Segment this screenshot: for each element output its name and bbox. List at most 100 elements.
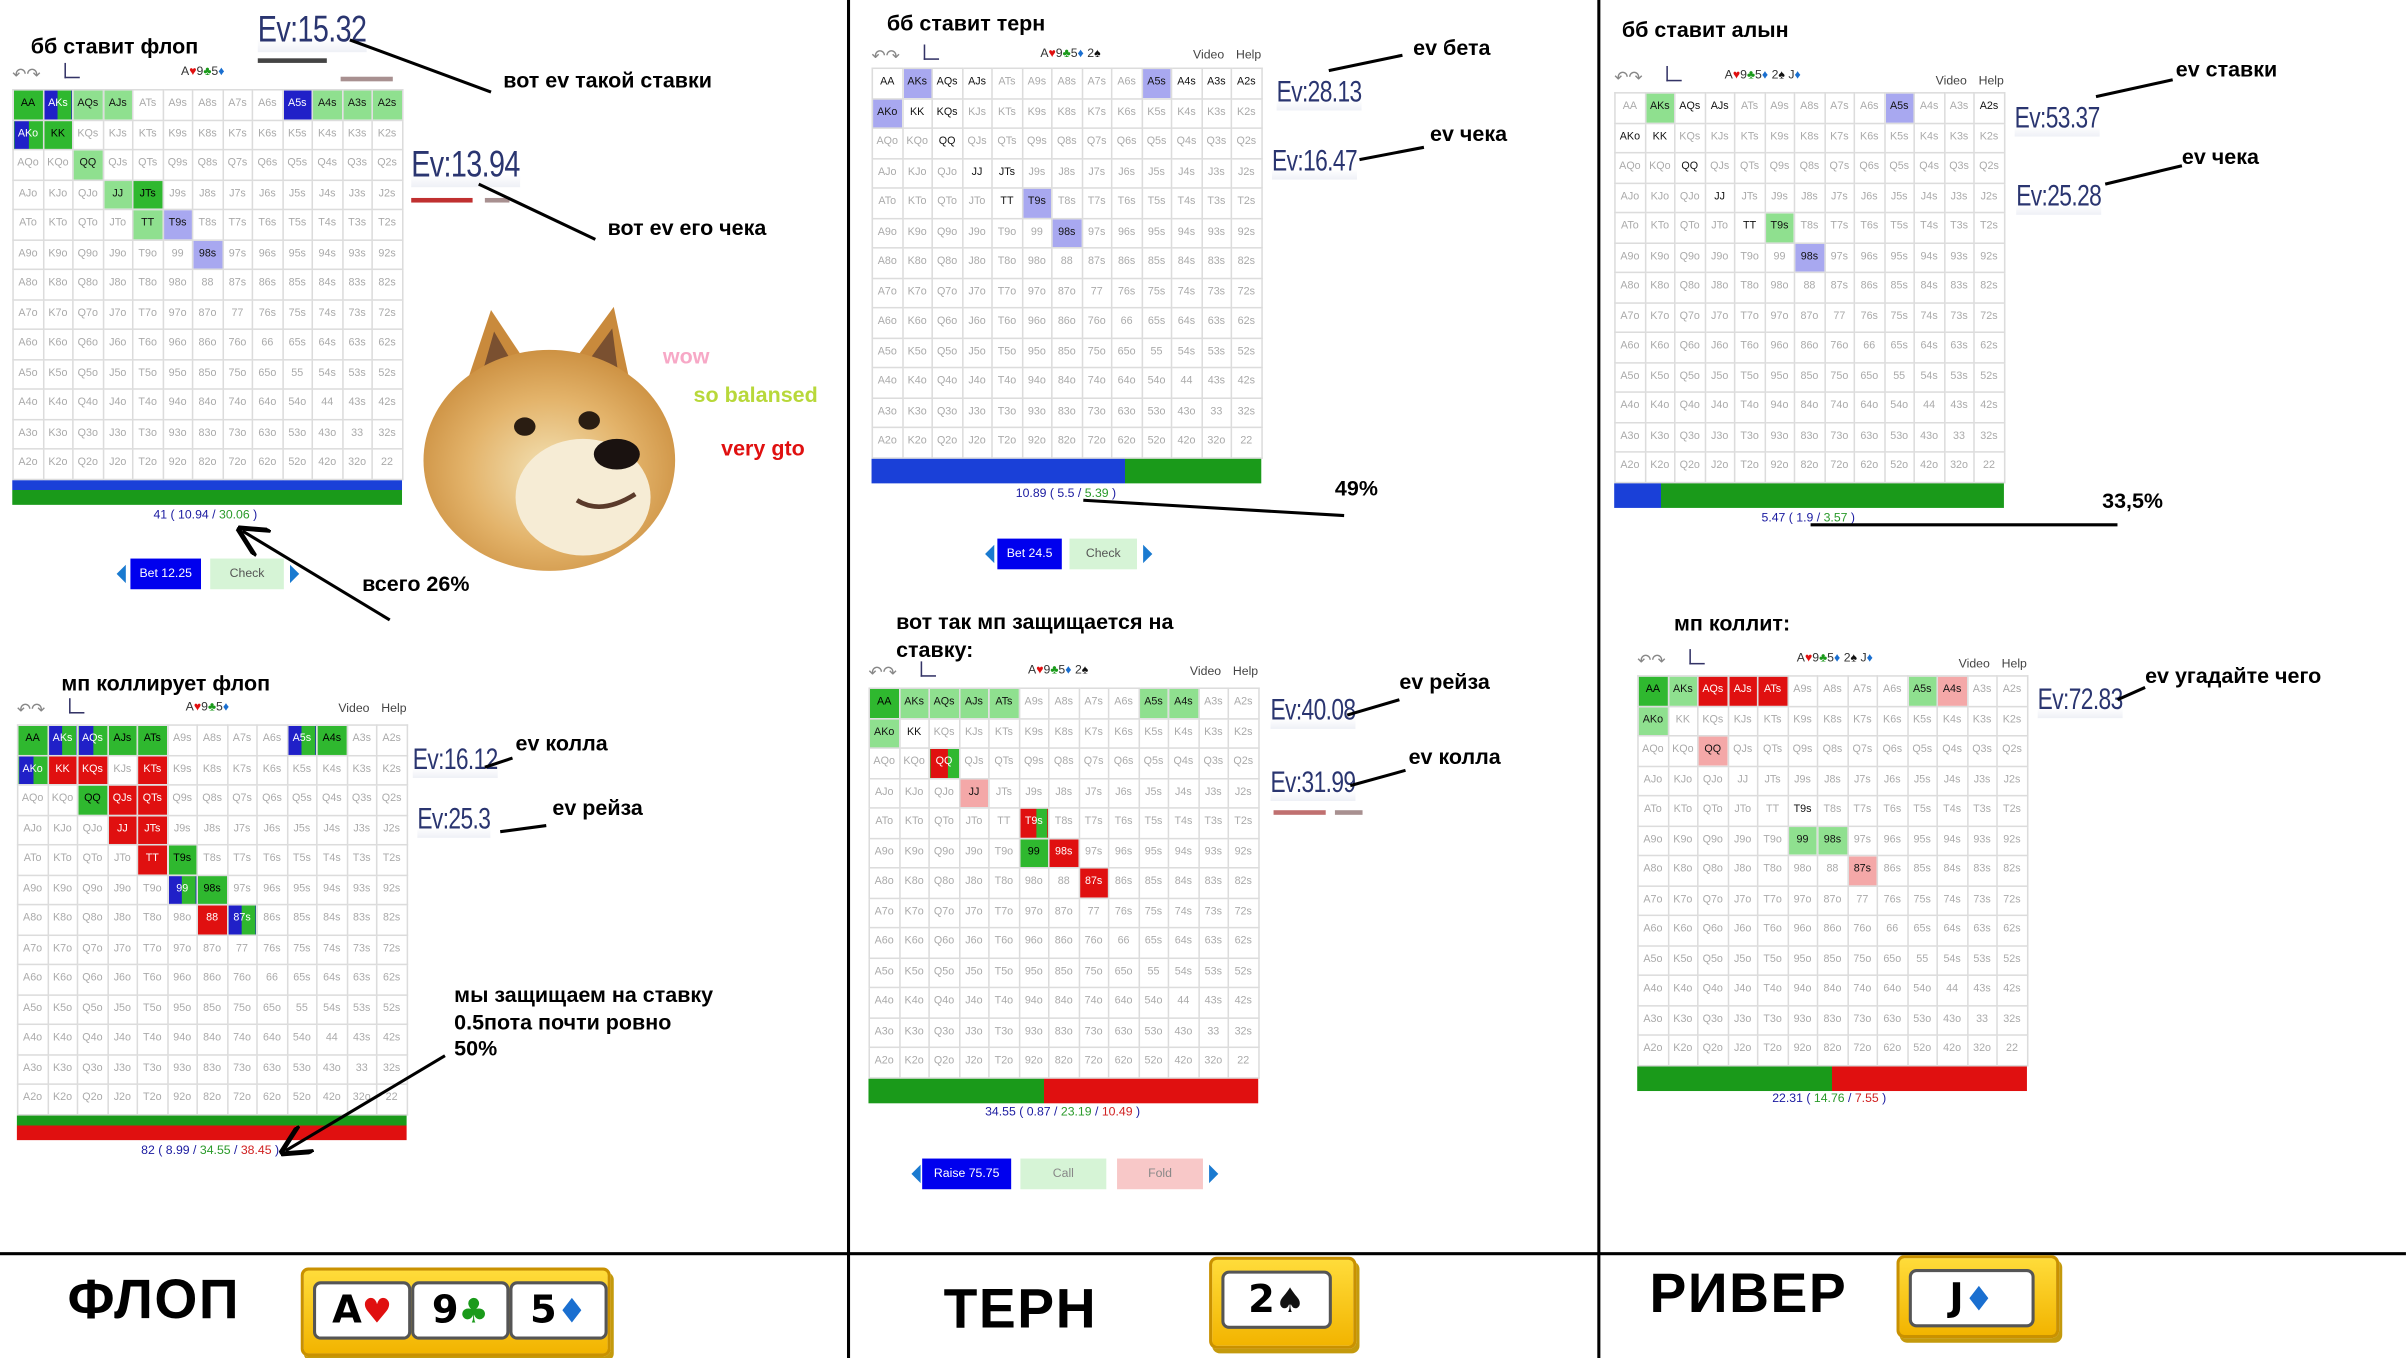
hand-cell[interactable]: T8o: [988, 867, 1020, 899]
hand-cell[interactable]: 65s: [1140, 306, 1173, 339]
hand-cell[interactable]: A3o: [16, 1053, 49, 1085]
hand-cell[interactable]: 96s: [1107, 837, 1140, 869]
hand-cell[interactable]: A4s: [311, 89, 343, 121]
hand-cell[interactable]: T9o: [136, 873, 168, 906]
hand-cell[interactable]: T8s: [191, 208, 224, 241]
hand-cell[interactable]: Q2s: [1973, 151, 2005, 184]
hand-cell[interactable]: A6o: [16, 963, 49, 996]
hand-cell[interactable]: KQs: [76, 754, 109, 786]
check-button[interactable]: Check: [210, 558, 284, 590]
hand-cell[interactable]: Q2o: [1697, 1034, 1729, 1066]
hand-cell[interactable]: K4o: [901, 366, 933, 399]
hand-cell[interactable]: T8o: [136, 903, 168, 936]
hand-cell[interactable]: KQo: [898, 747, 930, 779]
hand-cell[interactable]: J2s: [1227, 777, 1259, 809]
video-link[interactable]: Video: [1958, 656, 1990, 671]
hand-cell[interactable]: Q2s: [1227, 747, 1259, 779]
hand-cell[interactable]: A6o: [1637, 914, 1669, 947]
hand-cell[interactable]: T9s: [166, 843, 198, 876]
hand-cell[interactable]: T8o: [1733, 271, 1766, 304]
hand-cell[interactable]: A9s: [166, 724, 198, 756]
hand-cell[interactable]: 74o: [1077, 986, 1110, 1019]
hand-cell[interactable]: K2o: [898, 1046, 930, 1078]
undo-redo-icon[interactable]: ↶↷: [1614, 69, 1643, 88]
hand-cell[interactable]: Q8s: [1793, 151, 1826, 184]
hand-cell[interactable]: KQs: [928, 717, 960, 749]
hand-cell[interactable]: 86o: [1048, 926, 1080, 959]
hand-cell[interactable]: Q2s: [371, 148, 403, 181]
hand-cell[interactable]: A8o: [1614, 271, 1646, 304]
hand-cell[interactable]: ATo: [1614, 211, 1646, 244]
hand-cell[interactable]: AKs: [42, 89, 74, 121]
hand-cell[interactable]: Q5o: [928, 956, 960, 989]
hand-cell[interactable]: 63s: [1200, 306, 1233, 339]
hand-cell[interactable]: 99: [1021, 217, 1053, 249]
hand-cell[interactable]: KQo: [901, 127, 933, 159]
hand-cell[interactable]: T2o: [991, 426, 1023, 459]
hand-cell[interactable]: J8s: [1816, 764, 1849, 797]
chart-icon[interactable]: [1689, 649, 1705, 665]
hand-cell[interactable]: A2o: [12, 448, 44, 480]
hand-cell[interactable]: QJs: [961, 127, 993, 159]
hand-cell[interactable]: 95s: [1906, 824, 1938, 857]
hand-cell[interactable]: J9o: [961, 217, 993, 249]
hand-cell[interactable]: A2s: [371, 89, 403, 121]
hand-cell[interactable]: Q6s: [251, 148, 284, 181]
hand-cell[interactable]: K9s: [1018, 717, 1050, 749]
hand-cell[interactable]: 53o: [1137, 1016, 1170, 1049]
hand-cell[interactable]: 85o: [191, 358, 224, 390]
next-arrow-icon[interactable]: [1209, 1164, 1219, 1184]
hand-cell[interactable]: KTs: [991, 97, 1023, 129]
hand-cell[interactable]: T2o: [131, 448, 164, 480]
hand-cell[interactable]: QQ: [928, 747, 960, 779]
hand-cell[interactable]: Q4s: [316, 784, 348, 816]
hand-cell[interactable]: A4s: [1913, 92, 1945, 124]
hand-cell[interactable]: 86s: [1110, 247, 1143, 279]
hand-cell[interactable]: 96o: [161, 328, 194, 360]
hand-cell[interactable]: 42o: [1167, 1046, 1200, 1078]
hand-cell[interactable]: QTo: [1674, 211, 1706, 244]
hand-cell[interactable]: KJs: [1703, 122, 1736, 154]
hand-cell[interactable]: J2s: [1230, 157, 1263, 189]
hand-cell[interactable]: 77: [1846, 884, 1879, 917]
hand-cell[interactable]: 92o: [1018, 1046, 1050, 1078]
hand-cell[interactable]: T2o: [1733, 451, 1766, 483]
hand-cell[interactable]: 83s: [1943, 271, 1975, 304]
hand-cell[interactable]: A8s: [196, 724, 228, 756]
check-button[interactable]: Check: [1069, 538, 1137, 570]
hand-cell[interactable]: T2o: [136, 1083, 168, 1115]
hand-cell[interactable]: K8s: [1793, 122, 1826, 154]
hand-cell[interactable]: 86o: [1816, 914, 1849, 947]
hand-cell[interactable]: AQo: [1637, 735, 1669, 767]
hand-cell[interactable]: Q4s: [1936, 735, 1968, 767]
hand-cell[interactable]: 22: [371, 448, 403, 480]
hand-cell[interactable]: 87s: [221, 268, 254, 300]
hand-cell[interactable]: 53s: [346, 993, 378, 1026]
hand-cell[interactable]: AKs: [901, 67, 933, 99]
hand-cell[interactable]: 87o: [191, 298, 224, 330]
hand-cell[interactable]: QQ: [76, 784, 109, 816]
hand-cell[interactable]: J2s: [375, 814, 408, 846]
hand-cell[interactable]: K6s: [1110, 97, 1143, 129]
hand-cell[interactable]: T9o: [1756, 824, 1789, 857]
hand-cell[interactable]: 95s: [1883, 241, 1915, 274]
hand-cell[interactable]: Q7s: [226, 784, 258, 816]
hand-cell[interactable]: J2o: [102, 448, 134, 480]
hand-cell[interactable]: J8o: [958, 867, 990, 899]
hand-cell[interactable]: QJs: [958, 747, 990, 779]
hand-cell[interactable]: K8o: [898, 867, 930, 899]
hand-cell[interactable]: 54s: [311, 358, 343, 390]
hand-cell[interactable]: A2o: [16, 1083, 49, 1115]
hand-cell[interactable]: 85s: [1906, 854, 1938, 887]
hand-cell[interactable]: Q9s: [161, 148, 194, 181]
hand-cell[interactable]: Q8s: [1048, 747, 1080, 779]
hand-cell[interactable]: T4o: [136, 1023, 168, 1055]
hand-cell[interactable]: 74s: [311, 298, 343, 330]
hand-cell[interactable]: 53s: [1197, 956, 1230, 989]
hand-cell[interactable]: 64s: [1167, 926, 1200, 959]
hand-cell[interactable]: AKo: [868, 717, 900, 749]
hand-cell[interactable]: K8s: [191, 118, 224, 151]
hand-cell[interactable]: ATo: [1637, 794, 1669, 827]
hand-cell[interactable]: AA: [868, 687, 900, 719]
hand-cell[interactable]: A7s: [221, 89, 254, 121]
